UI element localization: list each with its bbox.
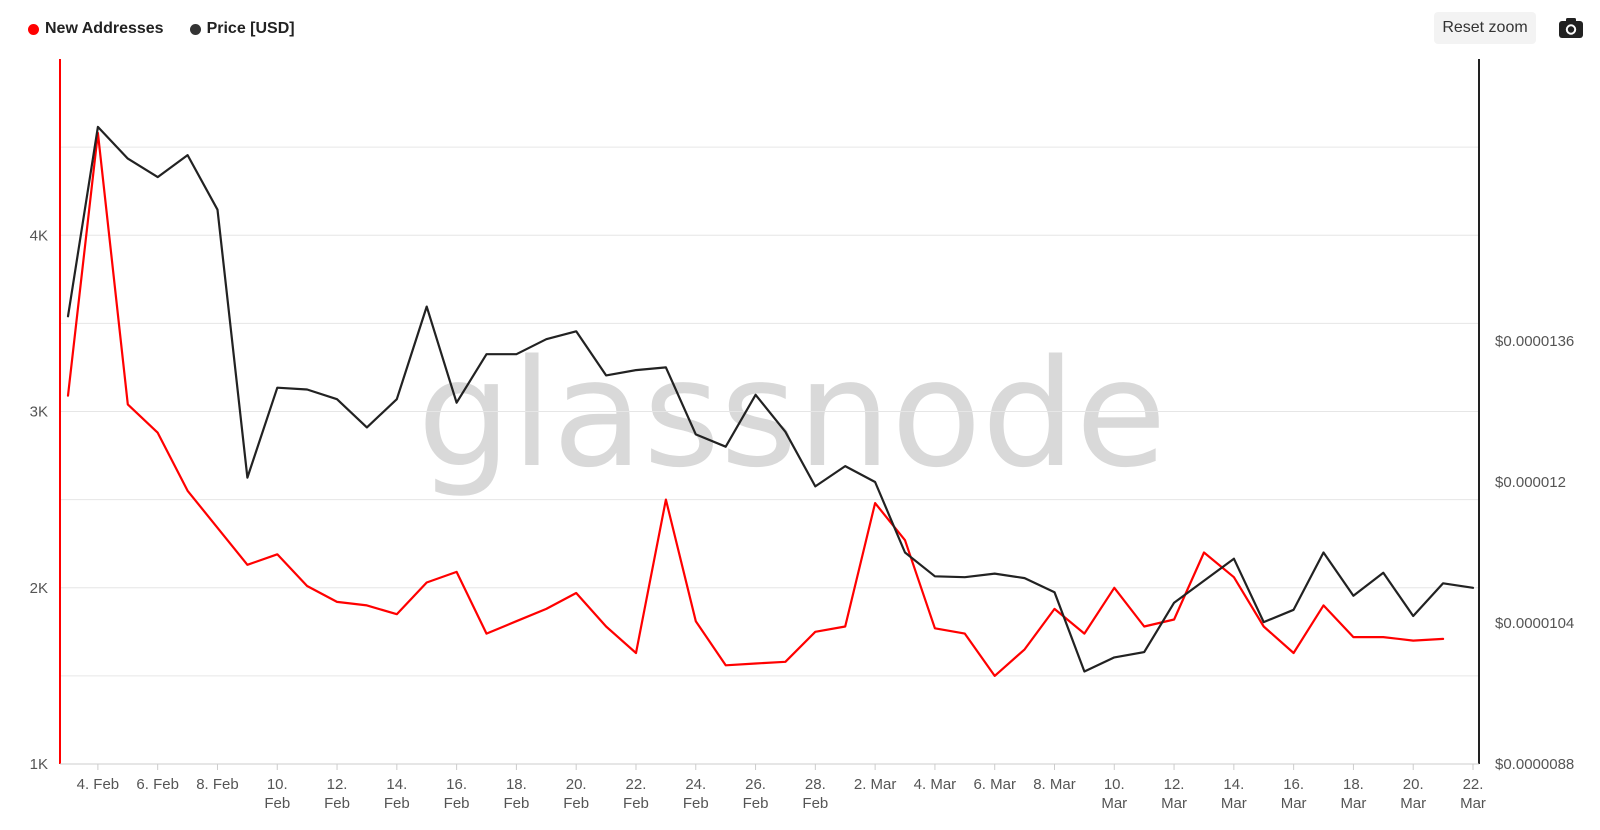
y-left-tick-label: 3K (30, 404, 48, 421)
series-line-new-addresses (66, 131, 1445, 678)
grid-lines (60, 146, 1479, 765)
x-tick-label: Feb (444, 795, 470, 812)
x-tick-label: Mar (1221, 795, 1247, 812)
y-right-tick-label: $0.0000104 (1495, 615, 1574, 632)
chart-legend: New Addresses Price [USD] (28, 20, 295, 38)
x-tick-label: 12. (327, 776, 348, 793)
x-tick-label: 24. (685, 776, 706, 793)
legend-item-price[interactable]: Price [USD] (189, 20, 295, 38)
x-tick-label: 28. (805, 776, 826, 793)
x-tick-label: 14. (1223, 776, 1244, 793)
x-tick-label: Mar (1400, 795, 1426, 812)
x-tick-label: Feb (623, 795, 649, 812)
chart-axes (59, 59, 1480, 765)
series-dot-dark (189, 23, 201, 35)
y-axis-labels: 1K 2K 3K 4K $0.0000088 $0.0000104 $0.000012 $0.… (30, 227, 1575, 773)
x-tick-label: 20. (566, 776, 587, 793)
x-tick-label: Feb (264, 795, 290, 812)
x-tick-label: 16. (1283, 776, 1304, 793)
x-tick-label: 22. (1463, 776, 1484, 793)
x-tick-label: 4. Mar (914, 776, 957, 793)
x-tick-label: Mar (1341, 795, 1367, 812)
x-tick-label: Feb (503, 795, 529, 812)
x-axis-labels: 4. Feb 6. Feb 8. Feb 10. Feb 12. Feb 14. Feb 16. F… (77, 764, 1486, 812)
x-tick-label: 2. Mar (854, 776, 897, 793)
series-line-price (66, 125, 1475, 673)
watermark-text: glassnode (417, 328, 1166, 500)
y-left-tick-label: 4K (30, 227, 48, 244)
series-dot-red (28, 23, 39, 35)
x-tick-label: Feb (324, 795, 350, 812)
x-tick-label: 26. (745, 776, 766, 793)
x-tick-label: Feb (683, 795, 709, 812)
x-tick-label: 10. (1104, 776, 1125, 793)
x-tick-label: Mar (1460, 795, 1486, 812)
x-tick-label: Feb (384, 795, 410, 812)
x-tick-label: 14. (386, 776, 407, 793)
x-tick-label: 22. (626, 776, 647, 793)
legend-label-price: Price [USD] (206, 20, 295, 37)
y-right-tick-label: $0.000012 (1495, 474, 1566, 491)
y-left-tick-label: 2K (30, 580, 48, 597)
x-tick-label: Mar (1281, 795, 1307, 812)
camera-icon[interactable] (1558, 16, 1584, 40)
x-tick-label: Mar (1161, 795, 1187, 812)
x-tick-label: 6. Feb (136, 776, 179, 793)
legend-item-new-addresses[interactable]: New Addresses (28, 20, 164, 38)
x-tick-label: Feb (802, 795, 828, 812)
x-tick-label: 18. (1343, 776, 1364, 793)
x-tick-label: 4. Feb (77, 776, 120, 793)
x-tick-label: 20. (1403, 776, 1424, 793)
x-tick-label: Feb (743, 795, 769, 812)
x-tick-label: Mar (1101, 795, 1127, 812)
series-lines (66, 125, 1475, 678)
legend-label-new-addresses: New Addresses (45, 20, 164, 37)
y-right-tick-label: $0.0000088 (1495, 756, 1574, 773)
x-tick-label: 10. (267, 776, 288, 793)
x-tick-label: 6. Mar (973, 776, 1016, 793)
y-right-tick-label: $0.0000136 (1495, 333, 1574, 350)
x-tick-label: 8. Mar (1033, 776, 1076, 793)
x-tick-label: 12. (1164, 776, 1185, 793)
x-tick-label: Feb (563, 795, 589, 812)
x-tick-label: 16. (446, 776, 467, 793)
y-left-tick-label: 1K (30, 756, 48, 773)
reset-zoom-button[interactable]: Reset zoom (1434, 12, 1536, 44)
x-tick-label: 8. Feb (196, 776, 239, 793)
x-tick-label: 18. (506, 776, 527, 793)
